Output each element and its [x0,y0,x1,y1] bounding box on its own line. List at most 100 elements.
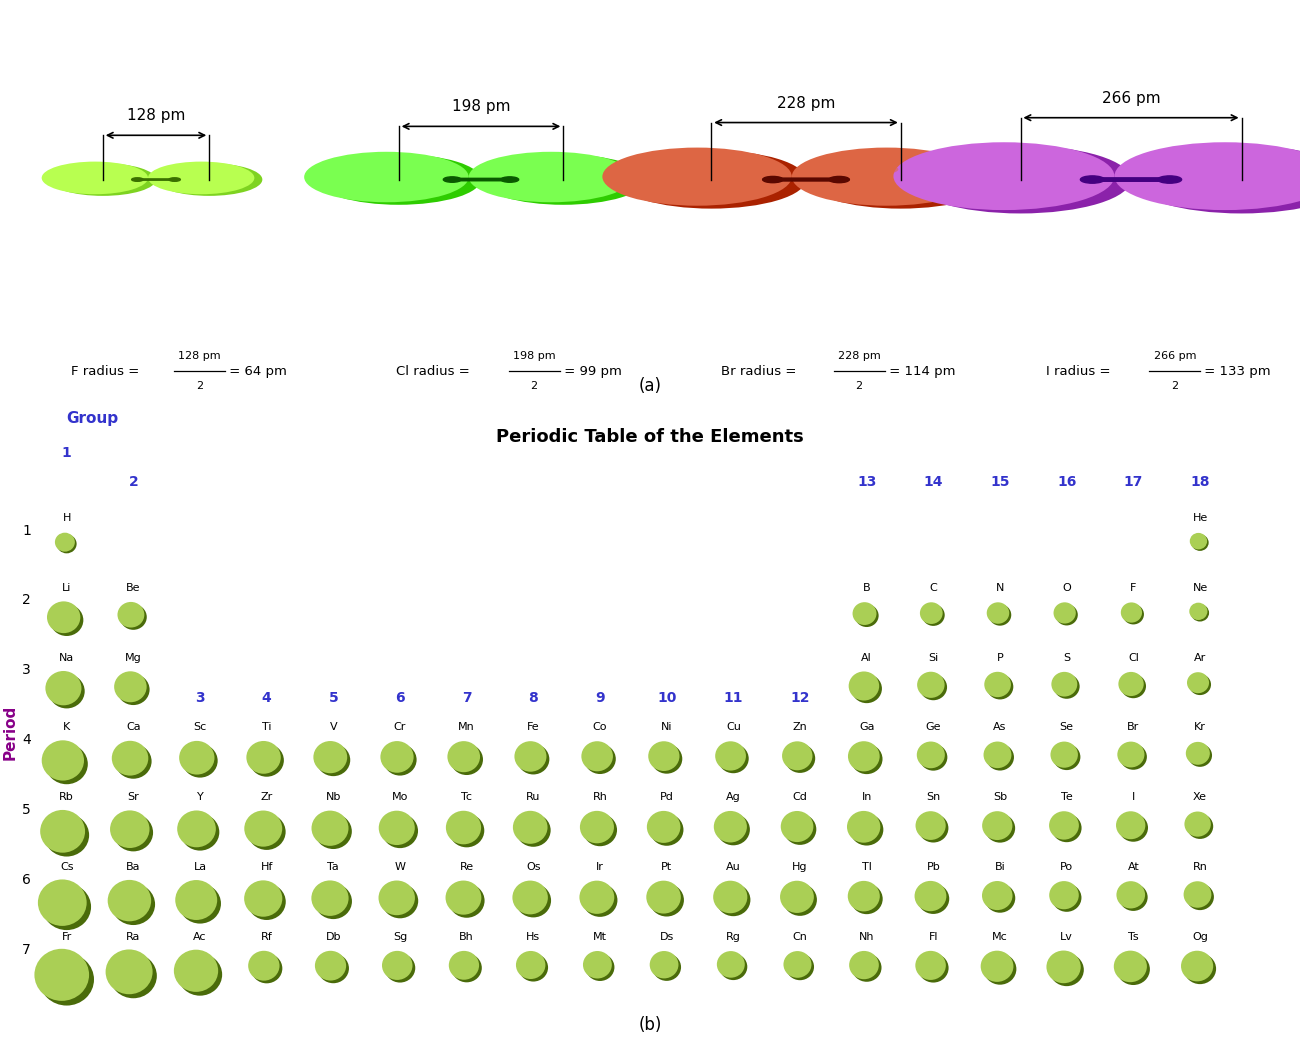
Text: Mg: Mg [125,653,142,663]
Ellipse shape [60,900,72,911]
Ellipse shape [121,892,142,912]
Ellipse shape [324,158,455,197]
Ellipse shape [1053,957,1076,979]
Ellipse shape [524,752,533,757]
Ellipse shape [1050,882,1078,908]
Ellipse shape [989,888,1008,905]
Ellipse shape [524,750,539,765]
Ellipse shape [727,961,738,971]
Ellipse shape [915,951,946,980]
Ellipse shape [854,604,879,627]
Ellipse shape [51,676,78,701]
Ellipse shape [592,961,599,966]
Ellipse shape [716,814,750,845]
Ellipse shape [727,823,738,834]
Ellipse shape [662,896,671,903]
Ellipse shape [378,881,415,916]
Ellipse shape [1131,684,1135,688]
Ellipse shape [1121,674,1147,698]
Ellipse shape [105,949,152,994]
Ellipse shape [985,814,1010,838]
Ellipse shape [185,818,211,842]
Ellipse shape [185,746,211,771]
Ellipse shape [451,885,477,911]
Ellipse shape [1058,607,1072,621]
Ellipse shape [924,961,932,966]
Ellipse shape [55,755,65,761]
Ellipse shape [919,150,1096,204]
Ellipse shape [983,168,1049,189]
Ellipse shape [1065,968,1067,971]
Ellipse shape [850,744,883,774]
Ellipse shape [1193,820,1205,831]
Ellipse shape [384,885,411,911]
Ellipse shape [312,881,348,916]
Ellipse shape [187,891,208,911]
Text: 12: 12 [790,691,810,705]
Ellipse shape [1190,746,1208,762]
Ellipse shape [451,953,482,983]
Ellipse shape [993,680,1000,686]
Ellipse shape [658,959,672,972]
Ellipse shape [855,605,875,624]
Ellipse shape [1184,953,1216,984]
Ellipse shape [381,741,413,773]
Ellipse shape [456,892,465,899]
Ellipse shape [64,976,69,982]
Ellipse shape [391,961,399,966]
Ellipse shape [111,811,150,848]
Ellipse shape [56,824,74,842]
Ellipse shape [590,890,607,907]
Text: Cs: Cs [60,862,73,873]
Ellipse shape [1060,890,1071,903]
Ellipse shape [1124,607,1139,620]
Ellipse shape [1199,612,1201,613]
Ellipse shape [666,899,668,901]
Ellipse shape [255,891,274,909]
Ellipse shape [932,614,935,615]
Ellipse shape [927,610,933,613]
Ellipse shape [391,960,407,974]
Ellipse shape [114,814,147,845]
Ellipse shape [382,814,412,843]
Ellipse shape [655,957,675,974]
Ellipse shape [989,747,1008,764]
Ellipse shape [113,742,147,775]
Ellipse shape [118,676,143,699]
Ellipse shape [109,882,150,920]
Ellipse shape [460,753,471,763]
Ellipse shape [864,757,867,760]
Ellipse shape [654,817,676,839]
Text: 2: 2 [196,381,203,391]
Ellipse shape [317,744,344,771]
Ellipse shape [1062,611,1070,617]
Ellipse shape [715,741,746,771]
Ellipse shape [318,746,343,770]
Ellipse shape [456,958,474,974]
Ellipse shape [517,885,545,911]
Ellipse shape [1126,751,1132,755]
Ellipse shape [584,814,611,841]
Ellipse shape [1127,610,1132,613]
Ellipse shape [1131,825,1135,830]
Ellipse shape [381,882,413,914]
Ellipse shape [926,961,939,973]
Ellipse shape [196,757,203,763]
Ellipse shape [1132,756,1135,758]
Ellipse shape [1196,822,1202,828]
Ellipse shape [984,953,1017,985]
Ellipse shape [118,890,144,915]
Ellipse shape [255,957,276,977]
Ellipse shape [1191,960,1206,975]
Ellipse shape [861,892,871,903]
Ellipse shape [634,158,767,197]
Ellipse shape [989,605,1008,623]
Ellipse shape [863,756,868,761]
Ellipse shape [590,892,599,898]
Ellipse shape [957,161,1018,174]
Ellipse shape [727,753,737,762]
Ellipse shape [1191,604,1209,622]
Ellipse shape [69,170,127,188]
Ellipse shape [662,165,748,191]
Ellipse shape [38,880,87,926]
